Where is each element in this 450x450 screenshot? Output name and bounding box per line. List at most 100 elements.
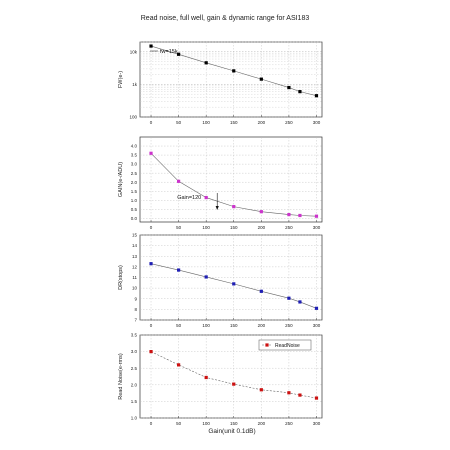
data-point bbox=[204, 195, 208, 200]
data-point bbox=[204, 375, 208, 380]
data-point bbox=[232, 69, 236, 73]
y-tick-label: 14 bbox=[132, 243, 138, 248]
x-tick-label: 300 bbox=[313, 421, 321, 426]
data-point bbox=[314, 306, 319, 310]
x-tick-label: 200 bbox=[258, 225, 266, 230]
data-point bbox=[259, 289, 263, 293]
x-tick-label: 250 bbox=[285, 225, 293, 230]
data-point bbox=[204, 61, 208, 65]
panel-3: 0 50 100 150 200 250 300 7 8 9 10 11 12 13 14 15 DR(stop… bbox=[118, 233, 323, 328]
legend-marker bbox=[265, 343, 269, 347]
x-tick-label: 50 bbox=[176, 225, 182, 230]
annotation-arrow-head bbox=[215, 206, 219, 210]
y-tick-label: 10k bbox=[130, 49, 138, 54]
x-tick-label: 300 bbox=[313, 323, 321, 328]
y-tick-label: 1.5 bbox=[131, 399, 138, 404]
x-tick-label: 100 bbox=[202, 120, 210, 125]
y-tick-label: 12 bbox=[132, 264, 138, 269]
data-point bbox=[298, 393, 302, 397]
x-tick-label: 250 bbox=[285, 323, 293, 328]
data-point bbox=[287, 85, 291, 90]
series-line bbox=[150, 153, 317, 217]
data-point bbox=[314, 94, 319, 98]
y-tick-label: 10 bbox=[132, 286, 138, 291]
data-point bbox=[314, 396, 319, 400]
x-tick-label: 250 bbox=[285, 421, 293, 426]
data-point bbox=[149, 350, 153, 354]
x-tick-label: 0 bbox=[150, 225, 153, 230]
panel-1: 0 50 100 150 200 250 300 100 1k 10k FW(e-) fw=15k bbox=[118, 41, 323, 125]
figure-title: Read noise, full well, gain & dynamic ra… bbox=[141, 15, 310, 22]
y-tick-label: 2.5 bbox=[131, 366, 138, 371]
y-tick-label: 3.0 bbox=[131, 349, 138, 354]
data-point bbox=[177, 52, 181, 56]
x-tick-label: 300 bbox=[313, 225, 321, 230]
x-tick-label: 100 bbox=[202, 421, 210, 426]
legend-label: ReadNoise bbox=[275, 343, 300, 349]
y-tick-label: 2.5 bbox=[131, 171, 138, 176]
x-tick-label: 50 bbox=[176, 323, 182, 328]
y-tick-label: 1.0 bbox=[131, 416, 138, 421]
data-point bbox=[287, 391, 291, 395]
y-tick-label: 3.0 bbox=[131, 162, 138, 167]
data-point bbox=[149, 44, 153, 48]
x-tick-label: 100 bbox=[202, 323, 210, 328]
y-tick-label: 4.0 bbox=[131, 144, 138, 149]
data-point bbox=[298, 90, 302, 94]
y-tick-label: 1.0 bbox=[131, 198, 138, 203]
x-tick-label: 50 bbox=[176, 120, 182, 125]
y-tick-label: 100 bbox=[129, 115, 137, 120]
data-point bbox=[259, 210, 263, 214]
y-tick-label: 9 bbox=[134, 296, 137, 301]
y-tick-label: 0.0 bbox=[131, 216, 138, 221]
x-tick-label: 150 bbox=[230, 421, 238, 426]
y-tick-label: 0.5 bbox=[131, 207, 138, 212]
data-point bbox=[177, 363, 181, 367]
data-point bbox=[259, 77, 263, 81]
series-line bbox=[150, 263, 317, 309]
data-point bbox=[232, 382, 236, 386]
y-tick-label: 8 bbox=[134, 307, 137, 312]
y-tick-label: 13 bbox=[132, 254, 138, 259]
y-tick-label: 2.0 bbox=[131, 382, 138, 387]
plot-frame bbox=[139, 136, 323, 223]
y-tick-label: 7 bbox=[134, 318, 137, 323]
y-tick-label: 1k bbox=[132, 82, 138, 87]
y-axis-label: Read Noise(e-rms) bbox=[118, 353, 124, 400]
data-point bbox=[314, 214, 319, 218]
x-tick-label: 0 bbox=[150, 120, 153, 125]
x-tick-label: 250 bbox=[285, 120, 293, 125]
panel-4: 0 50 100 150 200 250 300 1.0 1.5 2.0 2.5 3.0 3.5 Read… bbox=[118, 333, 323, 426]
x-tick-label: 150 bbox=[230, 120, 238, 125]
data-point bbox=[177, 268, 181, 272]
x-tick-label: 0 bbox=[150, 421, 153, 426]
legend-box bbox=[258, 339, 312, 351]
data-point bbox=[204, 275, 208, 279]
y-axis-label: FW(e-) bbox=[118, 71, 124, 88]
x-tick-label: 50 bbox=[176, 421, 182, 426]
annotation-gain: Gain=120 bbox=[177, 195, 201, 201]
x-tick-label: 300 bbox=[313, 120, 321, 125]
data-point bbox=[149, 262, 153, 266]
y-tick-label: 15 bbox=[132, 233, 138, 238]
y-axis-label: DR(stops) bbox=[118, 265, 124, 290]
x-tick-label: 100 bbox=[202, 225, 210, 230]
x-tick-label: 150 bbox=[230, 225, 238, 230]
data-point bbox=[298, 300, 302, 304]
shared-xlabel: Gain(unit 0.1dB) bbox=[208, 428, 255, 435]
data-point bbox=[287, 212, 291, 217]
x-tick-label: 200 bbox=[258, 120, 266, 125]
annotation-fw: fw=15k bbox=[160, 49, 178, 55]
y-tick-label: 3.5 bbox=[131, 153, 138, 158]
x-tick-label: 200 bbox=[258, 323, 266, 328]
data-point bbox=[287, 296, 291, 300]
data-point bbox=[232, 282, 236, 286]
y-axis-label: GAIN(e-/ADU) bbox=[118, 162, 124, 197]
x-tick-label: 200 bbox=[258, 421, 266, 426]
y-tick-label: 3.5 bbox=[131, 333, 138, 338]
data-point bbox=[232, 205, 236, 209]
panel-2: 0 50 100 150 200 250 300 0.0 0.5 1.0 1.5 2.0 2.5 3.0 3… bbox=[118, 136, 323, 230]
data-point bbox=[259, 388, 263, 392]
